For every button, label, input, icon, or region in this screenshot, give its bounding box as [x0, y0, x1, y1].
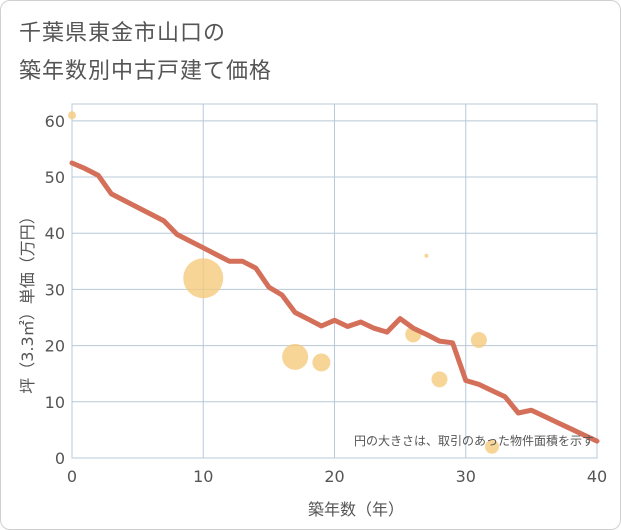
x-tick-label: 10	[193, 467, 213, 486]
data-bubble	[68, 111, 76, 120]
ticks: 0 10 20 30 40 50 60 0 10 20 30 40	[45, 112, 608, 486]
x-tick-label: 40	[587, 467, 607, 486]
y-tick-label: 50	[45, 168, 65, 187]
x-tick-label: 20	[324, 467, 344, 486]
y-tick-label: 30	[45, 280, 65, 299]
data-bubble	[183, 258, 224, 299]
y-tick-label: 40	[45, 224, 65, 243]
y-tick-label: 60	[45, 112, 65, 131]
y-tick-label: 10	[45, 393, 65, 412]
trend-line	[69, 160, 600, 444]
grid	[71, 103, 598, 459]
data-bubble	[312, 353, 331, 372]
y-axis-label: 坪（3.3㎡）単価（万円）	[18, 208, 37, 393]
x-tick-label: 30	[456, 467, 476, 486]
bubble-size-note: 円の大きさは、取引のあった物件面積を示す	[354, 433, 594, 448]
x-axis-label: 築年数（年）	[308, 500, 404, 519]
chart-title-line1: 千葉県東金市山口の	[19, 21, 227, 46]
x-tick-label: 0	[67, 467, 77, 486]
data-bubble	[470, 332, 487, 348]
data-bubble	[431, 371, 448, 388]
data-bubble	[424, 253, 429, 258]
chart-title-line2: 築年数別中古戸建て価格	[19, 59, 273, 84]
trend-line-group	[69, 160, 600, 444]
bubbles	[68, 111, 499, 454]
data-bubble	[282, 343, 309, 370]
y-tick-label: 20	[45, 337, 65, 356]
data-bubble	[485, 439, 499, 454]
y-tick-label: 0	[55, 449, 65, 468]
